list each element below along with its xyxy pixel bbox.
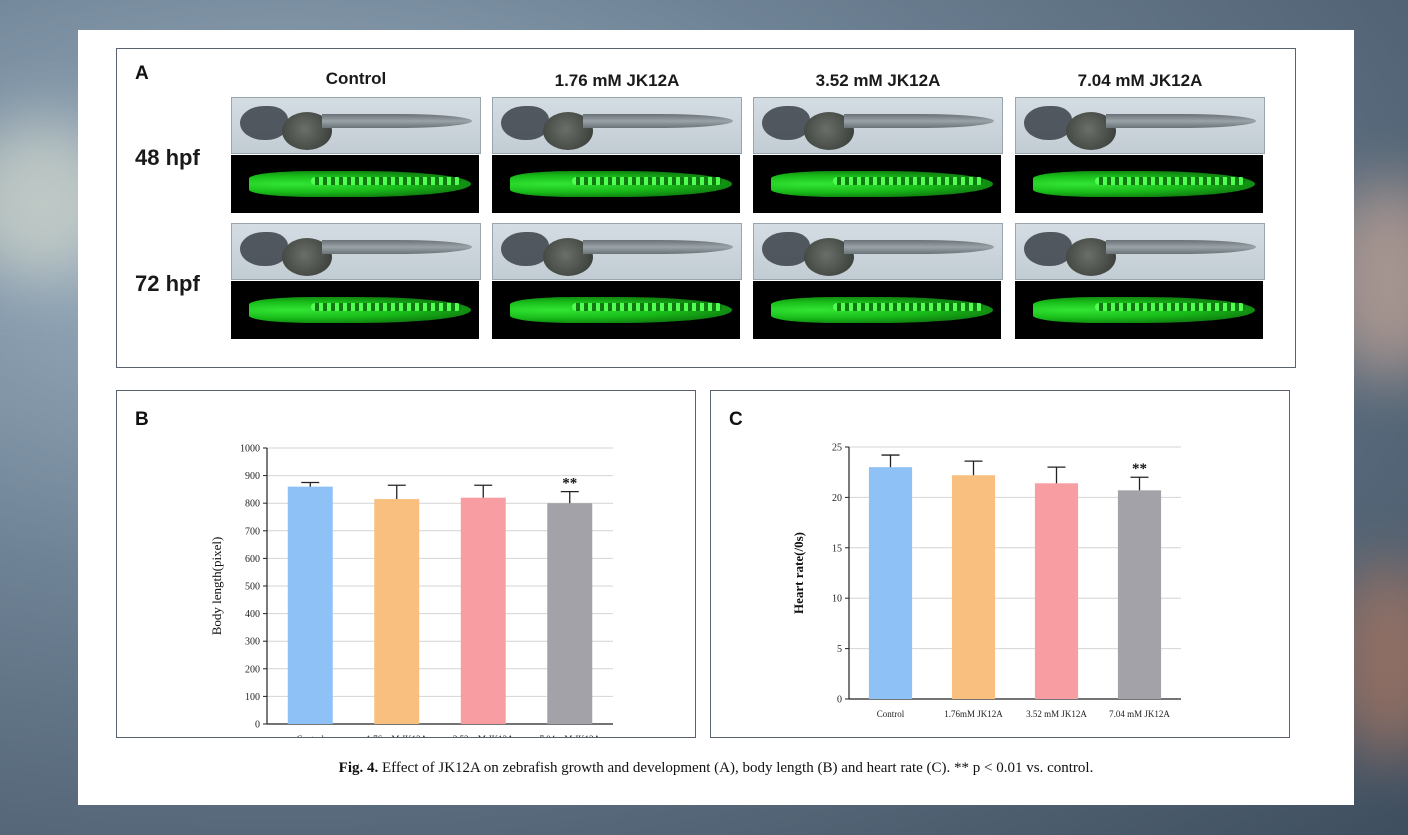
row-header-72hpf: 72 hpf xyxy=(135,271,200,296)
brightfield-micrograph xyxy=(492,223,742,280)
y-tick-label: 20 xyxy=(832,493,842,504)
panel-b-letter: B xyxy=(135,409,149,430)
larva-shape xyxy=(844,114,994,128)
bar xyxy=(1117,490,1162,699)
paper-page: A Control 1.76 mM JK12A 3.52 mM JK12A 7.… xyxy=(78,30,1354,805)
vasculature-glow xyxy=(311,303,461,311)
y-tick-label: 100 xyxy=(245,692,260,703)
y-tick-label: 600 xyxy=(245,554,260,565)
y-tick-label: 25 xyxy=(832,443,842,454)
y-axis-label: Heart rate(/0s) xyxy=(791,532,806,614)
larva-shape xyxy=(322,114,472,128)
larva-shape xyxy=(240,232,288,266)
y-tick-label: 10 xyxy=(832,594,842,605)
x-tick-label: 1.76 mM JK12A xyxy=(366,734,427,737)
brightfield-micrograph xyxy=(231,97,481,154)
y-tick-label: 0 xyxy=(255,720,260,731)
fluorescence-micrograph xyxy=(753,155,1001,213)
fluorescence-micrograph xyxy=(492,155,740,213)
larva-shape xyxy=(501,106,549,140)
column-header-3-52mm: 3.52 mM JK12A xyxy=(815,71,941,90)
fluorescence-micrograph xyxy=(231,281,479,339)
larva-shape xyxy=(501,232,549,266)
fluorescence-micrograph xyxy=(1015,281,1263,339)
y-tick-label: 200 xyxy=(245,664,260,675)
bar xyxy=(868,467,913,699)
row-header-48hpf: 48 hpf xyxy=(135,145,200,170)
panel-b: B 0 100 200 300 400 500 600 700 800 900 1000 Body l… xyxy=(116,390,696,738)
vasculature-glow xyxy=(833,177,983,185)
vasculature-glow xyxy=(1095,177,1245,185)
heart-rate-chart: 0 5 10 15 20 25 Heart rate(/0s) Control 1.76mM J… xyxy=(791,443,1181,719)
larva-shape xyxy=(1106,114,1256,128)
bar xyxy=(547,503,593,724)
brightfield-micrograph xyxy=(231,223,481,280)
y-tick-label: 15 xyxy=(832,543,842,554)
y-tick-label: 300 xyxy=(245,637,260,648)
column-header-1-76mm: 1.76 mM JK12A xyxy=(554,71,680,90)
brightfield-micrograph xyxy=(753,223,1003,280)
larva-shape xyxy=(1024,232,1072,266)
panel-a: A Control 1.76 mM JK12A 3.52 mM JK12A 7.… xyxy=(116,48,1296,368)
y-axis-label: Body length(pixel) xyxy=(209,537,224,636)
significance-marker: ** xyxy=(1132,461,1147,477)
vasculature-glow xyxy=(833,303,983,311)
y-tick-label: 500 xyxy=(245,582,260,593)
y-tick-label: 900 xyxy=(245,471,260,482)
column-header-control: Control xyxy=(325,69,387,88)
larva-shape xyxy=(583,240,733,254)
x-tick-label: 7.04 mM JK12A xyxy=(539,734,600,737)
y-tick-label: 0 xyxy=(837,695,842,706)
larva-shape xyxy=(1024,106,1072,140)
figure-caption: Fig. 4. Effect of JK12A on zebrafish gro… xyxy=(78,760,1354,777)
x-tick-label: 7.04 mM JK12A xyxy=(1109,709,1170,719)
bar xyxy=(287,486,333,724)
vasculature-glow xyxy=(311,177,461,185)
y-tick-label: 700 xyxy=(245,526,260,537)
x-tick-label: 3.52 mM JK12A xyxy=(1026,709,1087,719)
x-tick-label: 3.52 mM JK12A xyxy=(453,734,514,737)
bar xyxy=(951,475,996,699)
vasculature-glow xyxy=(572,303,722,311)
significance-marker: ** xyxy=(562,476,577,492)
vasculature-glow xyxy=(572,177,722,185)
column-header-7-04mm: 7.04 mM JK12A xyxy=(1077,71,1203,90)
body-length-chart: 0 100 200 300 400 500 600 700 800 900 1000 Body len… xyxy=(209,444,613,737)
y-tick-label: 800 xyxy=(245,499,260,510)
larva-shape xyxy=(762,106,810,140)
panel-a-letter: A xyxy=(135,63,149,84)
brightfield-micrograph xyxy=(1015,223,1265,280)
larva-shape xyxy=(762,232,810,266)
larva-shape xyxy=(1106,240,1256,254)
brightfield-micrograph xyxy=(492,97,742,154)
brightfield-micrograph xyxy=(753,97,1003,154)
y-tick-label: 1000 xyxy=(240,444,260,455)
fluorescence-micrograph xyxy=(231,155,479,213)
brightfield-micrograph xyxy=(1015,97,1265,154)
caption-text: Effect of JK12A on zebrafish growth and … xyxy=(382,760,1094,776)
larva-shape xyxy=(844,240,994,254)
bar xyxy=(374,499,420,724)
panel-c-letter: C xyxy=(729,409,743,430)
bar xyxy=(460,497,506,724)
y-tick-label: 400 xyxy=(245,609,260,620)
vasculature-glow xyxy=(1095,303,1245,311)
panel-c: C 0 5 10 15 20 25 Heart rate(/0s) Control 1.76mM… xyxy=(710,390,1290,738)
bar xyxy=(1034,483,1079,699)
caption-label: Fig. 4. xyxy=(338,760,379,776)
larva-shape xyxy=(583,114,733,128)
larva-shape xyxy=(240,106,288,140)
y-tick-label: 5 xyxy=(837,644,842,655)
fluorescence-micrograph xyxy=(1015,155,1263,213)
fluorescence-micrograph xyxy=(492,281,740,339)
x-tick-label: Control xyxy=(296,734,324,737)
fluorescence-micrograph xyxy=(753,281,1001,339)
x-tick-label: 1.76mM JK12A xyxy=(944,709,1003,719)
larva-shape xyxy=(322,240,472,254)
x-tick-label: Control xyxy=(877,709,905,719)
